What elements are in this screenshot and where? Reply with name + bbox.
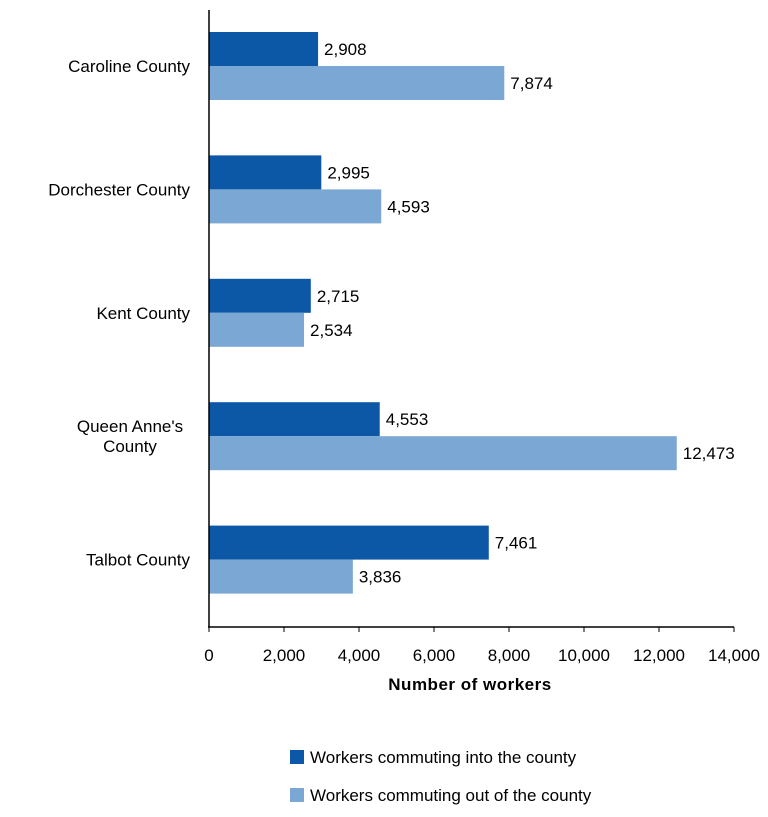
- legend: Workers commuting into the county Workers…: [290, 748, 592, 805]
- bar-series1-cat3: [209, 278, 311, 313]
- data-labels-group: 2,908 7,874 2,995 4,593 2,715 2,534 4,553 12,47…: [310, 40, 735, 587]
- data-label-series1-cat5: 7,461: [495, 534, 538, 553]
- category-label-1: Caroline County: [68, 57, 190, 76]
- data-label-series2-cat5: 3,836: [359, 568, 402, 587]
- category-label-4-line1: Queen Anne's: [77, 417, 183, 436]
- x-tick-label-1: 0: [204, 646, 213, 665]
- legend-label-1: Workers commuting into the county: [310, 748, 577, 767]
- x-tick-label-2: 2,000: [263, 646, 306, 665]
- x-tick-label-7: 12,000: [633, 646, 685, 665]
- data-label-series1-cat3: 2,715: [317, 287, 360, 306]
- bar-series1-cat2: [209, 155, 322, 190]
- bar-series2-cat2: [209, 189, 382, 224]
- legend-swatch-1: [290, 750, 304, 764]
- x-tick-label-6: 10,000: [558, 646, 610, 665]
- category-label-4-line2: County: [103, 437, 157, 456]
- data-label-series2-cat4: 12,473: [683, 444, 735, 463]
- x-axis-title: Number of workers: [388, 675, 551, 694]
- x-tick-label-4: 6,000: [413, 646, 456, 665]
- bar-series2-cat3: [209, 312, 305, 347]
- data-label-series2-cat3: 2,534: [310, 321, 353, 340]
- bar-series2-cat1: [209, 66, 505, 100]
- category-label-2: Dorchester County: [48, 180, 190, 199]
- data-label-series2-cat1: 7,874: [510, 74, 553, 93]
- data-label-series1-cat1: 2,908: [324, 40, 367, 59]
- data-label-series1-cat2: 2,995: [327, 163, 370, 182]
- bar-series2-cat4: [209, 436, 677, 471]
- category-label-3: Kent County: [96, 304, 190, 323]
- bar-series2-cat5: [209, 559, 353, 594]
- bar-series1-cat1: [209, 32, 319, 66]
- bar-series1-cat5: [209, 525, 489, 560]
- x-tick-label-5: 8,000: [488, 646, 531, 665]
- category-labels-group: Caroline County Dorchester County Kent Cou…: [48, 57, 190, 570]
- x-tick-label-3: 4,000: [338, 646, 381, 665]
- data-label-series1-cat4: 4,553: [386, 410, 429, 429]
- bars-group: [209, 32, 677, 594]
- data-label-series2-cat2: 4,593: [387, 197, 430, 216]
- legend-label-2: Workers commuting out of the county: [310, 786, 592, 805]
- bar-series1-cat4: [209, 402, 380, 437]
- x-ticks-group: 0 2,000 4,000 6,000 8,000 10,000 12,000 14,000: [204, 627, 760, 665]
- x-tick-label-8: 14,000: [708, 646, 760, 665]
- category-label-5: Talbot County: [86, 551, 190, 570]
- legend-swatch-2: [290, 788, 304, 802]
